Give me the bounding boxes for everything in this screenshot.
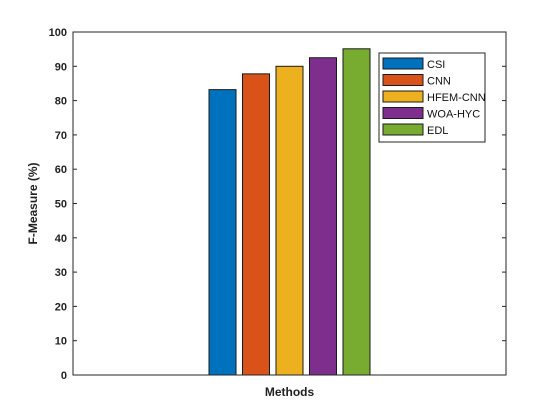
y-tick-label: 90 [55,61,67,73]
y-tick-label: 20 [55,301,67,313]
legend-label: WOA-HYC [427,109,480,121]
bar-hfem-cnn [275,65,304,376]
legend-label: HFEM-CNN [427,92,486,104]
y-tick-label: 50 [55,199,67,211]
legend: CSI CNN HFEM-CNN WOA-HYC EDL [378,52,486,143]
y-axis-ticks: 0 10 20 30 40 50 60 70 80 90 100 [49,27,506,382]
bars-group [208,48,371,376]
y-tick-label: 30 [55,267,67,279]
legend-swatch [382,74,424,86]
x-axis-label: Methods [265,385,315,399]
legend-swatch [382,57,424,70]
y-tick-label: 80 [55,96,67,108]
y-axis-label: F-Measure (%) [26,162,40,244]
legend-label: CSI [427,59,445,71]
bar-woa-hyc [309,57,337,376]
y-tick-label: 60 [55,164,67,176]
legend-swatch [382,123,424,136]
y-tick-label: 70 [55,130,67,142]
legend-label: CNN [427,76,451,88]
bar-edl [342,48,371,376]
y-tick-label: 40 [55,233,67,245]
legend-swatch [382,90,424,103]
bar-cnn [242,73,270,376]
y-tick-label: 10 [55,336,67,348]
legend-swatch [382,107,424,119]
bar-csi [208,89,237,376]
y-tick-label: 0 [61,370,67,382]
y-tick-label: 100 [49,27,67,39]
legend-label: EDL [427,125,448,137]
